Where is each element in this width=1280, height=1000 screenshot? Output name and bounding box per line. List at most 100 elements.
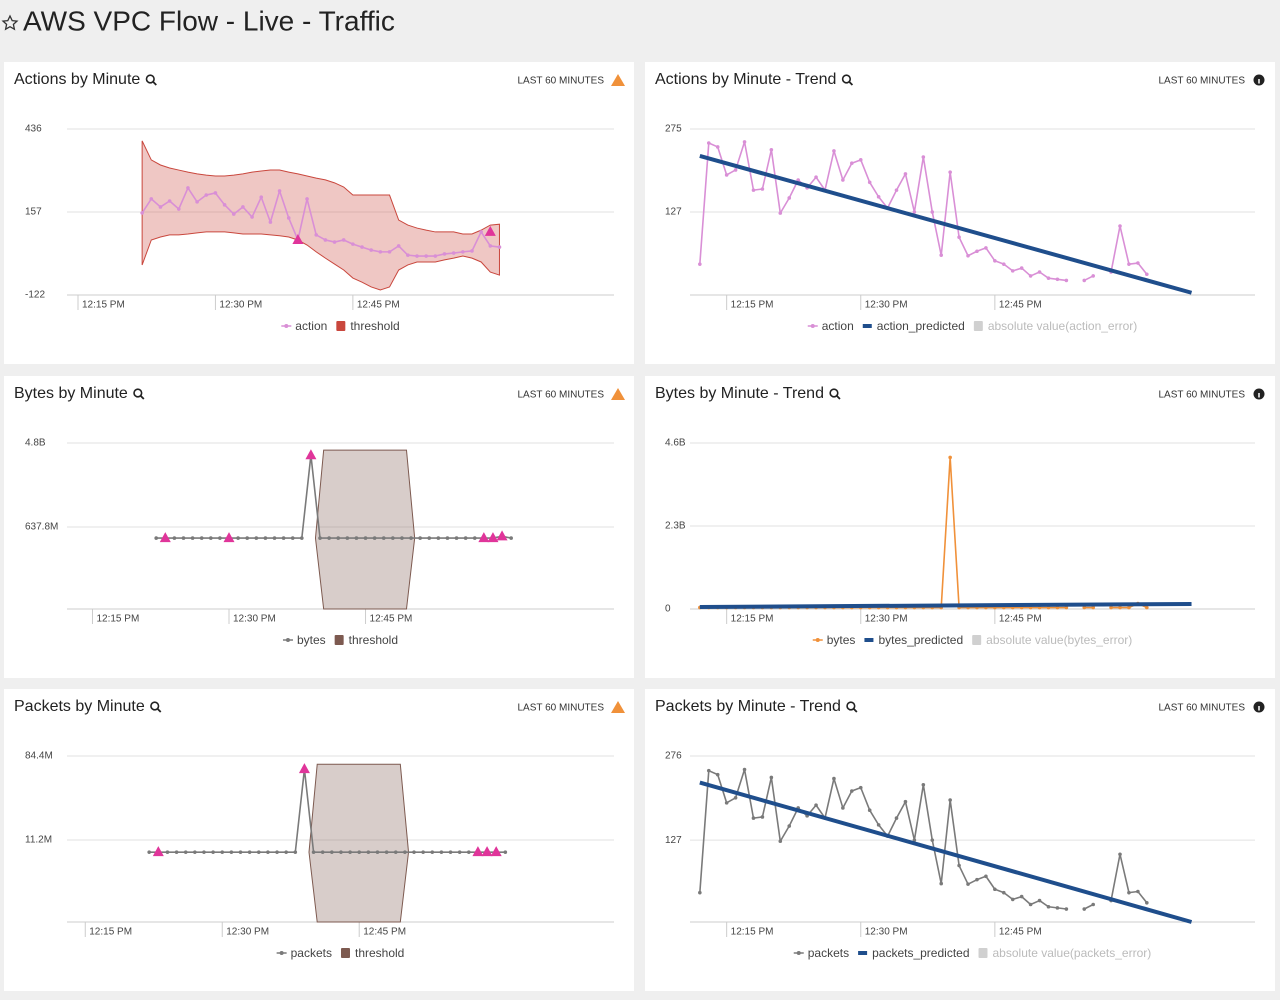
legend-item[interactable]: packets — [793, 946, 849, 960]
legend-item[interactable]: bytes — [812, 633, 856, 647]
data-point — [733, 795, 738, 800]
panel-title: Packets by Minute - Trend — [655, 698, 841, 715]
threshold-band — [141, 140, 500, 291]
panel-title: Bytes by Minute — [14, 385, 128, 402]
y-tick-label: 436 — [25, 124, 42, 135]
data-point — [174, 850, 179, 854]
legend-item[interactable]: threshold — [334, 633, 398, 647]
y-tick-label: 275 — [665, 124, 682, 135]
zoom-icon[interactable] — [846, 701, 856, 711]
data-point — [1037, 270, 1042, 274]
data-point — [1001, 262, 1006, 266]
data-point — [930, 838, 935, 842]
data-point — [318, 536, 322, 540]
data-point — [378, 250, 383, 254]
data-point — [427, 536, 432, 540]
legend-swatch — [972, 635, 982, 645]
legend-item[interactable]: absolute value(bytes_error) — [972, 633, 1132, 647]
zoom-icon[interactable] — [145, 74, 155, 84]
data-point — [195, 200, 199, 204]
data-point — [1019, 266, 1024, 270]
panel: Packets by Minute - Trend LAST 60 MINUTES… — [645, 689, 1275, 991]
legend-item[interactable]: bytes_predicted — [864, 633, 963, 647]
data-point — [903, 799, 908, 804]
zoom-icon[interactable] — [829, 388, 839, 398]
legend-item[interactable]: packets_predicted — [858, 946, 970, 960]
data-point — [778, 211, 783, 215]
data-point — [1091, 274, 1095, 278]
x-tick-label: 12:30 PM — [865, 614, 908, 625]
legend-item[interactable]: threshold — [340, 946, 404, 960]
legend-item[interactable]: threshold — [336, 319, 400, 333]
legend-item[interactable]: packets — [276, 946, 332, 960]
legend-label: threshold — [355, 946, 404, 960]
data-point — [345, 536, 350, 540]
data-point — [400, 536, 404, 540]
legend-swatch — [340, 948, 350, 958]
x-tick-label: 12:30 PM — [226, 927, 269, 938]
data-point — [183, 850, 188, 854]
data-point — [858, 785, 863, 790]
zoom-icon[interactable] — [150, 701, 160, 711]
legend-swatch — [334, 635, 344, 645]
data-point — [418, 536, 422, 540]
data-point — [1019, 894, 1024, 899]
star-icon[interactable] — [1, 14, 19, 31]
warning-icon — [611, 74, 625, 86]
data-point — [760, 815, 765, 819]
data-point — [209, 536, 213, 540]
panel: Actions by Minute - Trend LAST 60 MINUTES… — [645, 62, 1275, 364]
legend-item[interactable]: action_predicted — [862, 319, 965, 333]
data-point — [327, 536, 331, 540]
anomaly-marker — [298, 763, 310, 774]
data-point — [867, 808, 872, 813]
data-point — [503, 850, 508, 854]
data-point — [284, 850, 288, 854]
zoom-icon[interactable] — [841, 74, 852, 84]
data-point — [760, 187, 765, 191]
legend-item[interactable]: absolute value(packets_error) — [978, 946, 1152, 960]
data-point — [858, 158, 863, 162]
data-point — [966, 882, 970, 886]
panel: Packets by Minute LAST 60 MINUTES 11.2M 84.… — [4, 689, 634, 991]
x-tick-label: 12:45 PM — [370, 614, 413, 625]
data-point — [894, 188, 899, 192]
zoom-icon[interactable] — [133, 388, 143, 398]
data-point — [393, 850, 398, 854]
legend-label: absolute value(bytes_error) — [986, 633, 1132, 647]
data-point — [867, 180, 872, 185]
legend: bytes bytes_predicted absolute value(bytes… — [812, 633, 1132, 647]
legend-item[interactable]: action — [807, 319, 854, 333]
legend-item[interactable]: bytes — [282, 633, 326, 647]
data-point — [193, 850, 197, 854]
data-point — [254, 536, 259, 540]
x-tick-label: 12:30 PM — [219, 300, 262, 311]
data-point — [186, 186, 190, 190]
data-point — [236, 536, 240, 540]
legend-label: packets — [808, 946, 849, 960]
data-point — [354, 536, 359, 540]
legend-label: packets_predicted — [872, 946, 969, 960]
legend-item[interactable]: action — [281, 319, 327, 333]
data-point — [467, 850, 471, 854]
data-point — [769, 775, 774, 780]
data-point — [984, 246, 988, 250]
series-line — [141, 187, 500, 257]
data-point — [751, 188, 756, 192]
legend-item[interactable]: absolute value(action_error) — [973, 319, 1137, 333]
data-point — [787, 824, 792, 828]
trend-line — [699, 601, 1192, 609]
data-point — [391, 536, 395, 540]
data-point — [433, 254, 438, 258]
threshold-band — [314, 449, 416, 610]
data-point — [814, 803, 818, 807]
data-point — [1118, 224, 1122, 228]
data-point — [1136, 261, 1140, 265]
data-point — [290, 536, 295, 540]
panel: Bytes by Minute LAST 60 MINUTES 637.8M 4.8B… — [4, 376, 634, 678]
legend-swatch — [336, 321, 346, 331]
data-point — [147, 850, 151, 854]
data-point — [320, 850, 325, 854]
data-point — [724, 801, 729, 805]
anomaly-marker — [484, 225, 496, 236]
